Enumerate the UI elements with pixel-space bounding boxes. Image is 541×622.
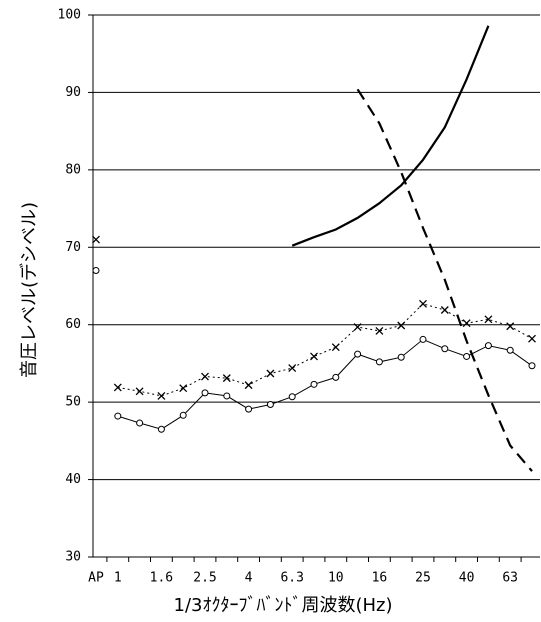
marker: [332, 373, 340, 381]
marker: [201, 372, 209, 381]
marker: [157, 391, 166, 400]
x-tick-label: 25: [415, 571, 431, 586]
marker: [375, 358, 383, 366]
x-tick-label: 2.5: [193, 571, 216, 586]
x-axis-title: 1/3ｵｸﾀｰﾌﾞﾊﾞﾝﾄﾞ周波数(Hz): [174, 595, 393, 616]
series-line: [117, 338, 533, 430]
marker: [484, 315, 493, 324]
marker: [506, 346, 514, 354]
marker: [331, 343, 340, 352]
y-tick-label: 80: [65, 162, 81, 177]
marker: [135, 387, 144, 396]
x-tick-label: 1: [114, 571, 122, 586]
x-tick-label: 1.6: [150, 571, 173, 586]
x-tick-label: 6.3: [280, 571, 303, 586]
y-axis-title: 音圧レベル(デシベル): [19, 202, 40, 378]
marker: [244, 381, 253, 390]
marker: [375, 326, 384, 335]
series-line: [356, 88, 533, 472]
marker: [179, 384, 188, 393]
marker: [484, 342, 492, 350]
marker: [506, 322, 515, 331]
y-tick-label: 50: [65, 395, 81, 410]
x-tick-label: 10: [328, 571, 344, 586]
y-tick-label: 90: [65, 85, 81, 100]
marker: [528, 334, 536, 343]
marker: [288, 364, 297, 373]
marker: [463, 352, 471, 360]
y-tick-label: 70: [65, 240, 81, 255]
marker: [179, 411, 187, 419]
marker: [136, 419, 144, 427]
marker: [288, 393, 296, 401]
marker: [441, 345, 449, 353]
marker: [266, 400, 274, 408]
marker: [397, 353, 405, 361]
marker: [201, 389, 209, 397]
series-line: [117, 303, 533, 397]
y-tick-label: 100: [58, 8, 81, 23]
marker: [310, 380, 318, 388]
x-tick-label: 63: [502, 571, 518, 586]
x-tick-label: 4: [245, 571, 253, 586]
marker: [397, 321, 406, 330]
y-tick-label: 40: [65, 472, 81, 487]
x-tick-label: AP: [88, 571, 104, 586]
marker: [440, 306, 449, 314]
marker: [113, 383, 122, 392]
marker: [223, 392, 231, 400]
marker: [419, 335, 427, 343]
marker: [92, 267, 100, 275]
marker: [353, 323, 362, 331]
marker: [92, 235, 100, 244]
x-tick-label: 40: [459, 571, 475, 586]
series-line: [291, 25, 490, 247]
marker: [354, 350, 362, 358]
x-tick-label: 16: [372, 571, 388, 586]
marker: [157, 425, 165, 433]
marker: [222, 374, 231, 383]
marker: [266, 369, 275, 378]
marker: [245, 405, 253, 413]
marker: [114, 412, 122, 420]
marker: [419, 299, 427, 308]
marker: [528, 362, 536, 370]
y-tick-label: 30: [65, 550, 81, 565]
marker: [310, 352, 318, 361]
y-tick-label: 60: [65, 317, 81, 332]
marker: [462, 319, 471, 328]
